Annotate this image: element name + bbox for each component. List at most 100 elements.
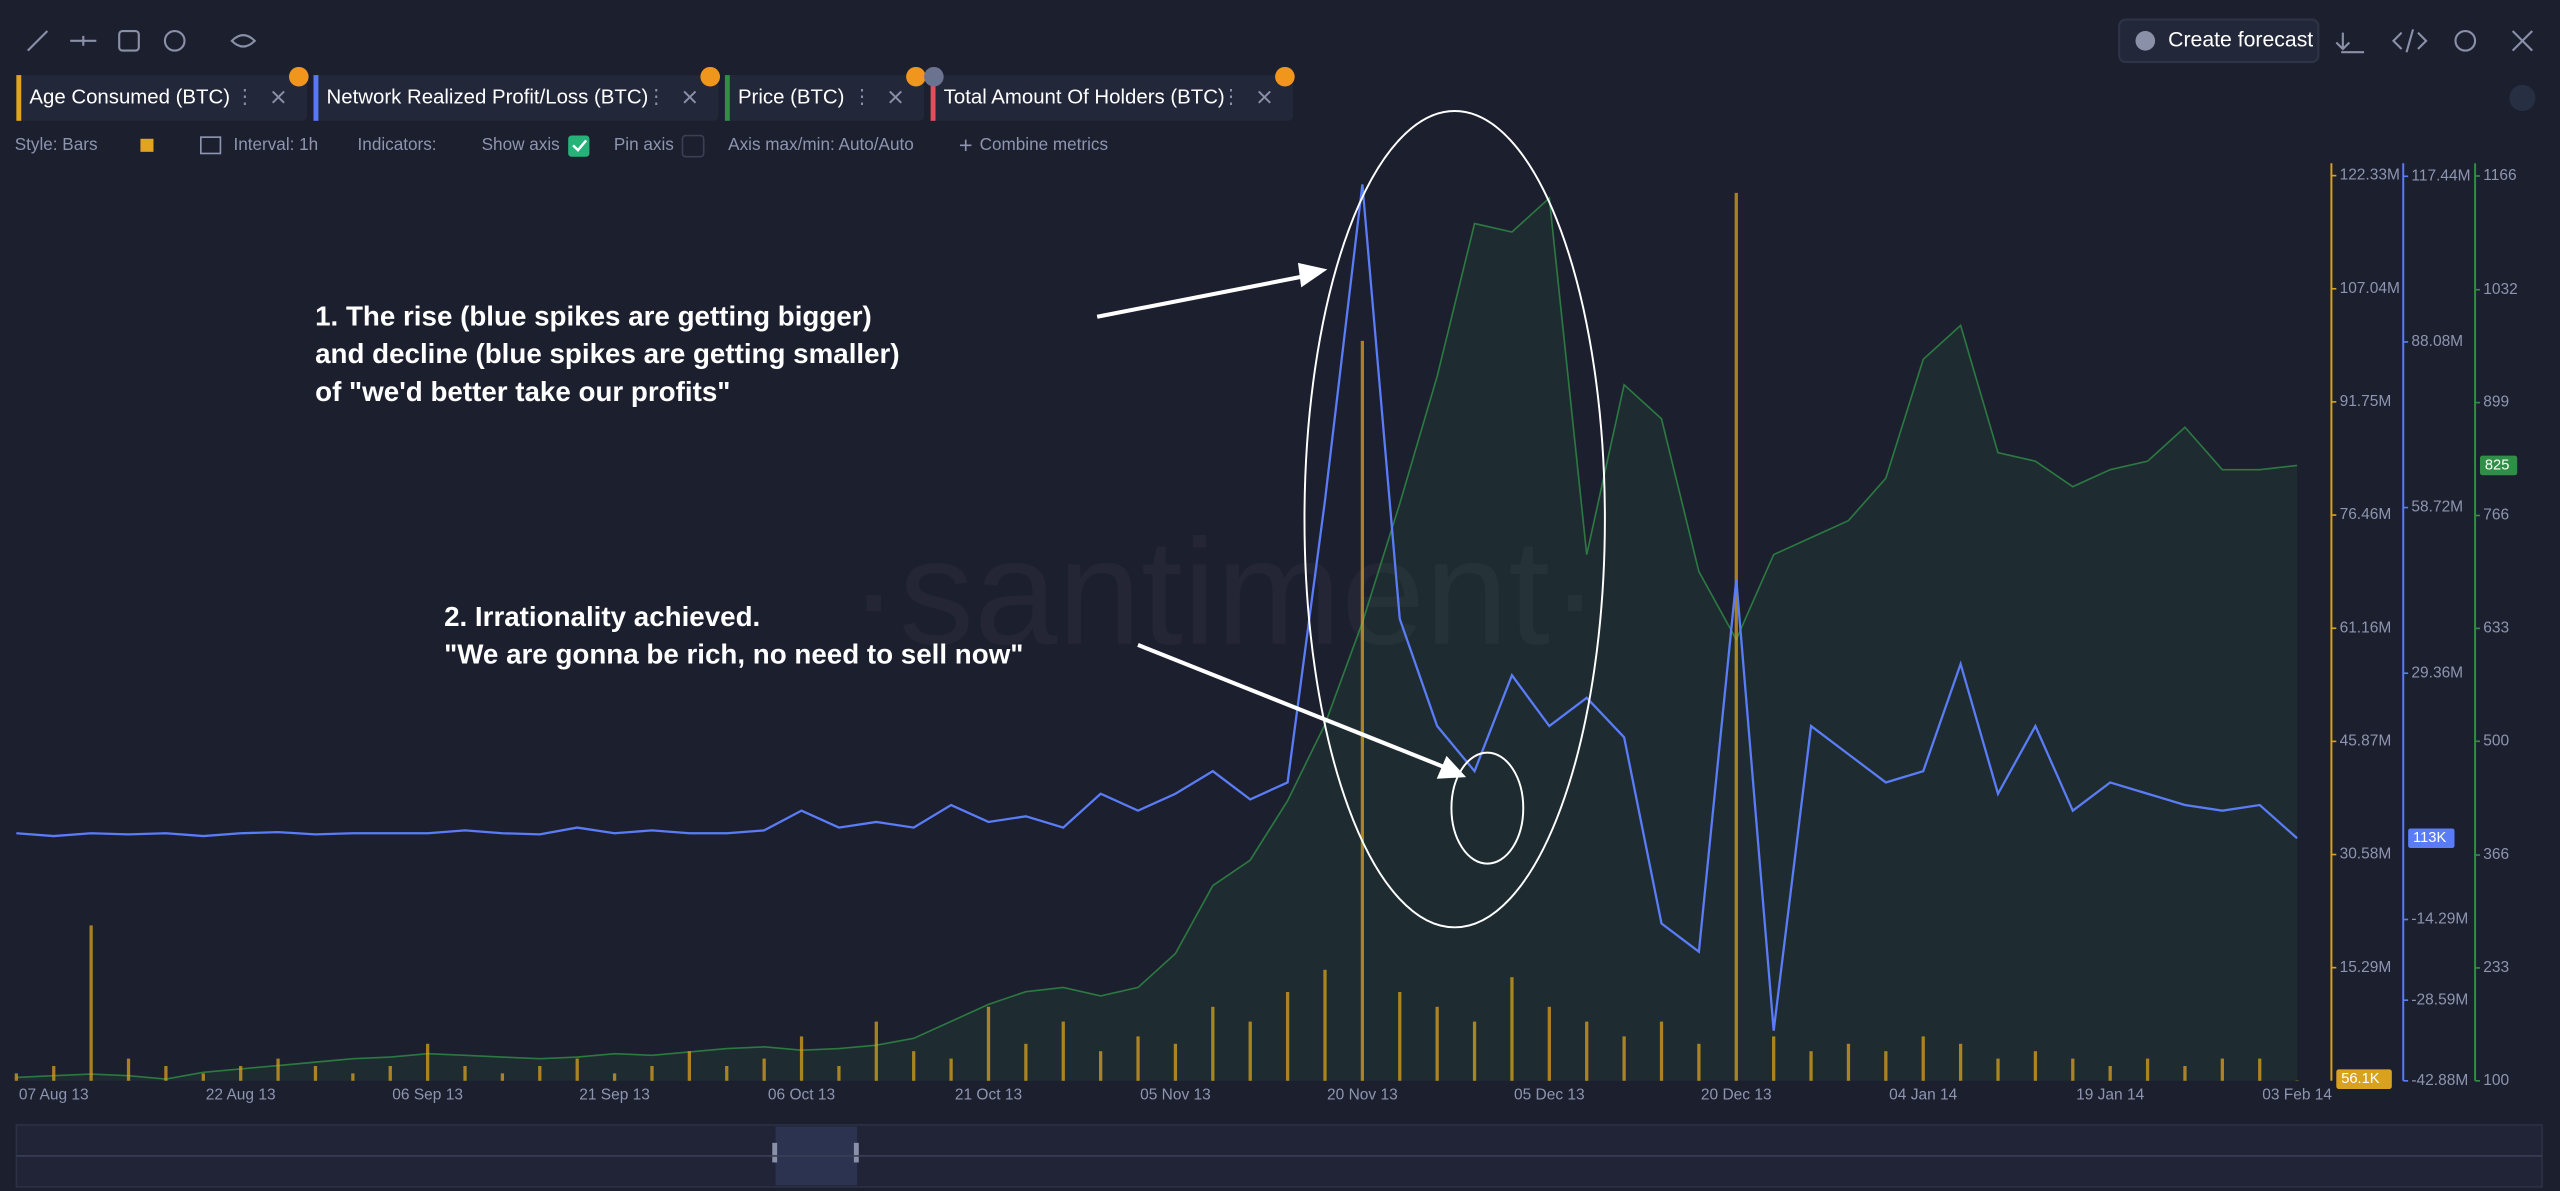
navigator-handle[interactable] — [853, 1142, 859, 1163]
current-label: 56.1K — [2341, 1071, 2380, 1087]
metric-close[interactable] — [683, 90, 697, 104]
bar — [1248, 1021, 1252, 1081]
bar — [2108, 1065, 2112, 1081]
y-tick-label: 1032 — [2483, 281, 2517, 298]
price-line — [16, 196, 2298, 1080]
bar — [575, 1058, 579, 1081]
y-tick-label: 45.87M — [2340, 732, 2392, 749]
create-forecast-button[interactable] — [2118, 18, 2320, 64]
bar — [1734, 192, 1738, 1081]
metric-name[interactable]: Age Consumed (BTC) — [29, 86, 230, 108]
metric-color — [930, 75, 936, 121]
x-tick-label: 20 Dec 13 — [1701, 1087, 1772, 1104]
bar — [725, 1065, 729, 1081]
y-tick-label: 15.29M — [2340, 959, 2392, 976]
arrow — [1096, 273, 1307, 319]
x-tick-label: 21 Sep 13 — [579, 1087, 650, 1104]
y-tick-label: 88.08M — [2411, 333, 2463, 350]
bar — [1921, 1036, 1925, 1081]
bar — [500, 1073, 505, 1081]
highlight-ellipse — [1450, 751, 1525, 865]
annotation-text: and decline (blue spikes are getting sma… — [315, 338, 899, 369]
metric-menu[interactable]: ⋮ — [647, 86, 667, 108]
close-icon[interactable] — [2511, 30, 2533, 52]
bar — [799, 1036, 804, 1081]
bar — [612, 1073, 617, 1081]
metric-name[interactable]: Price (BTC) — [738, 86, 844, 108]
y-tick-label: -14.29M — [2411, 911, 2468, 928]
note-tool[interactable] — [118, 29, 140, 52]
metric-menu[interactable]: ⋮ — [852, 86, 872, 108]
y-tick-label: 58.72M — [2411, 499, 2463, 516]
settings-icon[interactable] — [2454, 29, 2477, 52]
metric-name[interactable]: Total Amount Of Holders (BTC) — [944, 86, 1225, 108]
show-axis-checkbox[interactable] — [568, 135, 590, 157]
y-tick-label: 29.36M — [2411, 664, 2463, 681]
metric-menu[interactable]: ⋮ — [235, 86, 255, 108]
price-area — [16, 198, 2298, 1081]
navigator-handle[interactable] — [772, 1142, 778, 1163]
y-tick-label: 61.16M — [2340, 619, 2392, 636]
x-tick-label: 05 Dec 13 — [1514, 1087, 1585, 1104]
visibility-toggle[interactable] — [230, 34, 257, 48]
setting-combine[interactable]: Combine metrics — [980, 134, 1108, 154]
setting-axis-maxmin[interactable]: Axis max/min: Auto/Auto — [728, 134, 914, 154]
annotation-text: 2. Irrationality achieved. — [444, 601, 760, 632]
y-tick-label: -42.88M — [2411, 1072, 2468, 1089]
y-tick-label: 91.75M — [2340, 393, 2392, 410]
x-tick-label: 19 Jan 14 — [2076, 1087, 2144, 1104]
y-tick-label: 766 — [2483, 507, 2509, 524]
status-dot — [2509, 84, 2536, 112]
ray-tool[interactable] — [70, 35, 97, 46]
current-badge — [2479, 455, 2518, 476]
embed-icon[interactable] — [2391, 29, 2428, 53]
line-tool[interactable] — [27, 30, 49, 52]
y-tick-label: -28.59M — [2411, 991, 2468, 1008]
setting-indicators[interactable]: Indicators: — [358, 134, 437, 154]
bar — [1285, 992, 1290, 1081]
bar — [538, 1065, 542, 1081]
bar — [1846, 1043, 1851, 1081]
create-forecast-label[interactable]: Create forecast — [2168, 28, 2313, 51]
emoji-tool[interactable] — [163, 29, 186, 52]
bar — [2220, 1058, 2224, 1081]
annotations: 1. The rise (blue spikes are getting big… — [315, 110, 1606, 929]
setting-style[interactable]: Style: Bars — [15, 134, 98, 154]
x-tick-label: 03 Feb 14 — [2262, 1087, 2332, 1104]
metric-menu[interactable]: ⋮ — [1221, 86, 1241, 108]
bar — [1024, 1043, 1028, 1081]
metric-close[interactable] — [1258, 90, 1271, 104]
bar — [351, 1073, 355, 1081]
bar — [1809, 1051, 1813, 1081]
setting-show-axis[interactable]: Show axis — [482, 134, 560, 154]
nrpl-line — [16, 184, 2298, 1031]
current-badge — [2408, 828, 2455, 849]
navigator[interactable] — [15, 1124, 2543, 1188]
bar — [239, 1065, 243, 1081]
pin-axis-checkbox[interactable] — [681, 134, 705, 158]
bar — [388, 1065, 392, 1081]
metric-name[interactable]: Network Realized Profit/Loss (BTC) — [327, 86, 649, 108]
metric-tab[interactable] — [930, 75, 1294, 121]
x-tick-label: 04 Jan 14 — [1889, 1087, 1957, 1104]
bar — [1360, 340, 1365, 1081]
bar — [949, 1058, 953, 1081]
setting-pin-axis[interactable]: Pin axis — [614, 134, 674, 154]
color-swatch[interactable] — [140, 138, 154, 152]
metric-close[interactable] — [889, 90, 902, 104]
bar — [1061, 1021, 1065, 1081]
download-icon[interactable] — [2335, 32, 2365, 54]
metric-close[interactable] — [271, 90, 285, 104]
metric-tab[interactable] — [16, 75, 307, 121]
y-tick-label: 30.58M — [2340, 846, 2392, 863]
toolbar-icons[interactable] — [27, 18, 2533, 64]
x-tick-label: 06 Oct 13 — [768, 1087, 835, 1104]
metric-tab[interactable] — [313, 75, 719, 121]
x-tick-label: 05 Nov 13 — [1140, 1087, 1211, 1104]
bar — [1435, 1006, 1439, 1081]
setting-interval[interactable]: Interval: 1h — [233, 134, 318, 154]
bar — [52, 1065, 56, 1081]
metric-tab[interactable] — [724, 75, 925, 121]
bar — [2033, 1051, 2038, 1081]
